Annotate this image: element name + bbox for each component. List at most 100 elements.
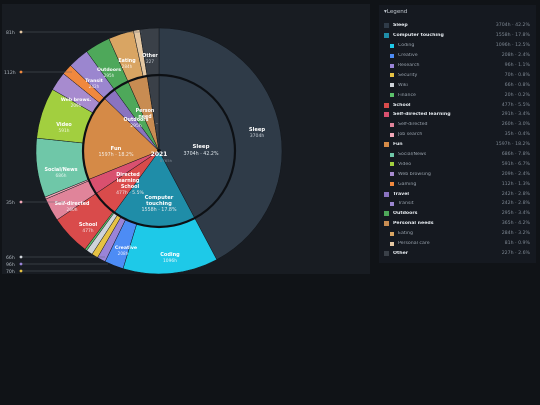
legend-item-transit[interactable]: Transit 242h · 2.8% [379,199,536,209]
legend-item-label: Self-directed [398,122,428,128]
legend-item-sleep[interactable]: Sleep 3704h · 42.2% [379,21,536,31]
outer-label-social-news: Social/News [44,167,77,173]
inner-label-computer-2: touching [146,201,172,207]
legend-item-security[interactable]: Security 70h · 0.8% [379,70,536,80]
legend-swatch [390,172,394,177]
legend-item-value: 260h · 3.0% [501,122,530,128]
legend-swatch [384,33,389,39]
outer-label-other-value: 227 [146,59,154,64]
center-title: 2021 [151,151,168,158]
tick-dot-personal-care [19,30,23,34]
outer-label-creative: Creative [115,245,137,251]
outer-label-school-value: 477h [82,228,93,234]
inner-label-sleep-value: 3704h · 42.2% [183,151,219,157]
legend-item-personal-care[interactable]: Personal care 81h · 0.9% [379,239,536,249]
outer-label-eating-value: 284h [122,64,133,69]
inner-label-school: School [121,184,140,190]
legend-item-label: Research [398,63,420,68]
inner-label-outdoors: Outdoors [123,117,148,123]
legend-item-self-directed-learning[interactable]: Self-directed learning 291h · 3.4% [379,110,536,120]
legend-item-outdoors[interactable]: Outdoors 295h · 3.4% [379,209,536,219]
tick-label-personal-care: 81h [6,30,15,36]
legend-item-creative[interactable]: Creative 208h · 2.4% [379,51,536,61]
legend-swatch [390,152,394,157]
tick-label-security: 70h [6,269,15,274]
tick-label-wiki: 66h [6,255,15,261]
inner-ring[interactable] [82,74,236,228]
outer-label-self-directed-value: 260h [67,207,78,213]
legend-item-school[interactable]: School 477h · 5.5% [379,100,536,110]
legend-title: Legend [386,9,408,15]
legend-item-finance[interactable]: Finance 20h · 0.2% [379,90,536,100]
legend-item-value: 112h · 1.3% [501,181,530,187]
tick-dot-research [19,262,23,266]
legend-collapse-icon[interactable]: ▾ [384,9,387,15]
legend-swatch [390,122,394,127]
legend-item-label: School [393,102,411,108]
legend-item-job-search[interactable]: Job search 35h · 0.4% [379,130,536,140]
legend-swatch [390,241,394,246]
legend-item-label: Web browsing [398,171,431,177]
legend-item-self-directed[interactable]: Self-directed 260h · 3.0% [379,120,536,130]
inner-label-travel: · [156,122,157,127]
legend-swatch [384,142,389,148]
legend-item-label: Transit [398,201,414,207]
legend-item-value: 66h · 0.8% [504,82,530,88]
outer-label-outdoors: Outdoors [97,67,121,73]
legend-item-value: 96h · 1.1% [504,63,530,68]
legend-item-label: Personal care [398,241,430,247]
legend-item-research[interactable]: Research 96h · 1.1% [379,61,536,71]
inner-label-directed: Directed [116,172,140,178]
legend-swatch [390,201,394,206]
legend-item-value: 284h · 3.2% [501,231,530,237]
legend-item-coding[interactable]: Coding 1096h · 12.5% [379,41,536,51]
legend-panel: ▾Legend Sleep 3704h · 42.2% Computer touch… [379,5,536,263]
legend-item-personal-needs[interactable]: Personal needs 365h · 4.2% [379,219,536,229]
tick-dot-security [19,269,23,273]
outer-label-social-news-value: 686h [56,173,67,179]
inner-label-outdoors-value: 295h [130,123,142,129]
legend-item-label: Sleep [393,23,408,29]
legend-item-fun[interactable]: Fun 1597h · 18.2% [379,140,536,150]
center-dot [157,149,161,153]
legend-item-wiki[interactable]: Wiki 66h · 0.8% [379,80,536,90]
legend-item-label: Job search [398,132,423,138]
inner-label-person: Person [136,108,155,114]
legend-item-label: Other [393,250,409,256]
outer-label-transit: Transit [85,78,104,84]
legend-item-label: Wiki [398,82,408,88]
legend-item-video[interactable]: Video 591h · 6.7% [379,159,536,169]
outer-label-video-value: 591h [59,128,70,134]
legend-swatch [390,73,394,78]
inner-label-fun: Fun [111,146,122,152]
legend-item-computer-touching[interactable]: Computer touching 1558h · 17.8% [379,31,536,41]
inner-label-school-value: 477h · 5.5% [116,190,144,196]
outer-label-creative-value: 208h [118,251,129,256]
legend-swatch [390,132,394,137]
legend-item-label: Video [398,161,412,167]
legend-item-eating[interactable]: Eating 284h · 3.2% [379,229,536,239]
outer-label-coding-value: 1096h [163,258,177,264]
legend-swatch [390,43,394,48]
legend-item-travel[interactable]: Travel 242h · 2.8% [379,189,536,199]
inner-label-needs: need [138,114,152,120]
tick-dot-gaming [19,70,23,74]
outer-ring[interactable] [35,27,283,274]
legend-swatch [384,102,389,108]
outer-label-school: School [79,222,98,228]
legend-item-other[interactable]: Other 227h · 2.6% [379,248,536,258]
legend-item-label: Personal needs [393,221,434,227]
sunburst-chart[interactable]: Sleep 3704h · 42.2% Computer touching 15… [2,4,370,274]
legend-item-value: 3704h · 42.2% [495,23,530,29]
legend-item-gaming[interactable]: Gaming 112h · 1.3% [379,179,536,189]
legend-item-value: 295h · 3.4% [501,211,530,217]
legend-item-social-news[interactable]: Social/News 686h · 7.8% [379,150,536,160]
legend-swatch [384,23,389,29]
legend-header[interactable]: ▾Legend [379,5,536,21]
legend-item-label: Finance [398,92,416,98]
inner-label-computer-value: 1558h · 17.8% [141,207,177,213]
legend-item-web-browsing[interactable]: Web browsing 209h · 2.4% [379,169,536,179]
legend-swatch [384,250,389,256]
tick-dot-job-search [19,200,23,204]
legend-item-label: Social/News [398,152,427,158]
